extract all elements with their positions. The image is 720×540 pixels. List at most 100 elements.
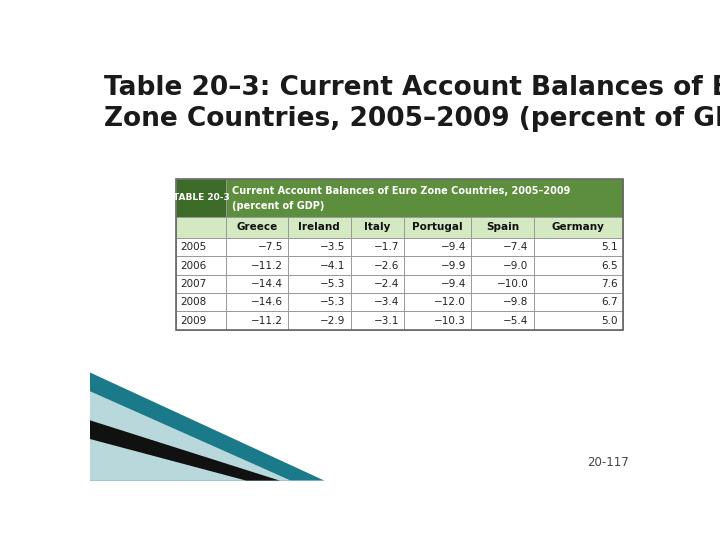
Text: 5.0: 5.0 — [601, 315, 618, 326]
Text: −14.6: −14.6 — [251, 297, 283, 307]
Text: −9.4: −9.4 — [441, 279, 466, 289]
Bar — [534, 312, 623, 329]
Text: 7.6: 7.6 — [601, 279, 618, 289]
Bar — [288, 217, 351, 238]
Text: −2.6: −2.6 — [374, 261, 399, 271]
Bar — [534, 293, 623, 312]
Text: −2.9: −2.9 — [320, 315, 346, 326]
Text: −5.4: −5.4 — [503, 315, 528, 326]
Bar — [534, 217, 623, 238]
Text: −9.4: −9.4 — [441, 242, 466, 252]
Bar — [225, 238, 288, 256]
Bar — [176, 275, 225, 293]
Bar — [471, 238, 534, 256]
Text: −3.4: −3.4 — [374, 297, 399, 307]
Bar — [471, 256, 534, 275]
Bar — [288, 312, 351, 329]
Text: 2005: 2005 — [181, 242, 207, 252]
Text: 2009: 2009 — [181, 315, 207, 326]
Polygon shape — [90, 373, 324, 481]
Bar — [176, 256, 225, 275]
Bar — [176, 238, 225, 256]
Text: −5.3: −5.3 — [320, 279, 346, 289]
Text: −4.1: −4.1 — [320, 261, 346, 271]
Bar — [176, 293, 225, 312]
Bar — [176, 179, 225, 217]
Bar — [404, 293, 471, 312]
Text: −10.3: −10.3 — [434, 315, 466, 326]
Text: −10.0: −10.0 — [497, 279, 528, 289]
Text: 6.7: 6.7 — [601, 297, 618, 307]
Text: Greece: Greece — [236, 222, 277, 232]
Text: −9.0: −9.0 — [503, 261, 528, 271]
Bar — [351, 312, 404, 329]
Text: −3.1: −3.1 — [374, 315, 399, 326]
Text: 2008: 2008 — [181, 297, 207, 307]
Bar — [534, 275, 623, 293]
Bar — [176, 238, 623, 256]
Text: Table 20–3: Current Account Balances of Euro
Zone Countries, 2005–2009 (percent : Table 20–3: Current Account Balances of … — [104, 75, 720, 132]
Bar — [225, 256, 288, 275]
Bar — [351, 293, 404, 312]
Bar — [471, 275, 534, 293]
Text: −9.9: −9.9 — [441, 261, 466, 271]
Text: −7.5: −7.5 — [258, 242, 283, 252]
Bar — [288, 275, 351, 293]
Bar — [176, 179, 623, 329]
Text: −5.3: −5.3 — [320, 297, 346, 307]
Bar — [225, 293, 288, 312]
Text: Italy: Italy — [364, 222, 390, 232]
Text: −12.0: −12.0 — [434, 297, 466, 307]
Text: 2007: 2007 — [181, 279, 207, 289]
Text: −14.4: −14.4 — [251, 279, 283, 289]
Bar — [225, 275, 288, 293]
Bar — [471, 217, 534, 238]
Bar — [225, 179, 623, 217]
Bar — [176, 312, 623, 329]
Bar — [534, 238, 623, 256]
Bar — [351, 238, 404, 256]
Bar — [351, 217, 404, 238]
Text: −11.2: −11.2 — [251, 261, 283, 271]
Text: −2.4: −2.4 — [374, 279, 399, 289]
Bar — [176, 275, 623, 293]
Text: 20-117: 20-117 — [587, 456, 629, 469]
Text: Portugal: Portugal — [413, 222, 463, 232]
Bar — [288, 256, 351, 275]
Bar — [351, 256, 404, 275]
Bar — [176, 293, 623, 312]
Text: −3.5: −3.5 — [320, 242, 346, 252]
Text: (percent of GDP): (percent of GDP) — [233, 201, 325, 212]
Text: Ireland: Ireland — [299, 222, 341, 232]
Text: −9.8: −9.8 — [503, 297, 528, 307]
Polygon shape — [90, 420, 280, 481]
Text: Germany: Germany — [552, 222, 605, 232]
Text: −11.2: −11.2 — [251, 315, 283, 326]
Bar — [404, 312, 471, 329]
Bar — [176, 217, 623, 238]
Bar — [404, 238, 471, 256]
Bar — [176, 217, 225, 238]
Text: −1.7: −1.7 — [374, 242, 399, 252]
Text: 2006: 2006 — [181, 261, 207, 271]
Bar — [225, 217, 288, 238]
Bar — [404, 256, 471, 275]
Text: 5.1: 5.1 — [601, 242, 618, 252]
Text: 6.5: 6.5 — [601, 261, 618, 271]
Bar — [471, 312, 534, 329]
Text: TABLE 20-3: TABLE 20-3 — [173, 193, 230, 202]
Polygon shape — [90, 391, 291, 481]
Bar — [225, 312, 288, 329]
Bar — [404, 275, 471, 293]
Text: Current Account Balances of Euro Zone Countries, 2005–2009: Current Account Balances of Euro Zone Co… — [233, 186, 571, 197]
Bar — [404, 217, 471, 238]
Bar — [534, 256, 623, 275]
Bar — [471, 293, 534, 312]
Bar — [351, 275, 404, 293]
Text: −7.4: −7.4 — [503, 242, 528, 252]
Bar — [176, 256, 623, 275]
Text: Spain: Spain — [486, 222, 519, 232]
Bar — [288, 293, 351, 312]
Bar — [176, 312, 225, 329]
Bar — [288, 238, 351, 256]
